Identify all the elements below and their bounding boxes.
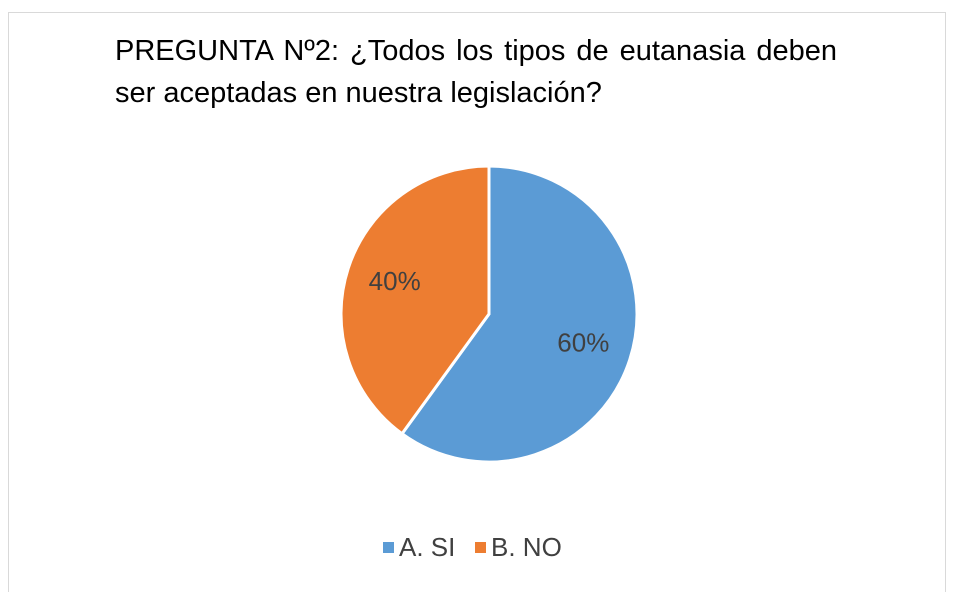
chart-title: PREGUNTA Nº2: ¿Todos los tipos de eutana… <box>115 35 837 109</box>
pie-slice <box>399 164 639 464</box>
chart-frame <box>8 12 946 592</box>
chart: 60% 40% A. SI B. NO <box>339 164 639 562</box>
legend-swatch <box>475 542 486 553</box>
pie-slice <box>339 164 491 436</box>
data-label: 40% <box>369 266 421 296</box>
legend-label: A. SI <box>399 532 455 562</box>
data-label: 60% <box>557 328 609 358</box>
legend-label: B. NO <box>491 532 562 562</box>
page: PREGUNTA Nº2: ¿Todos los tipos de eutana… <box>8 12 946 592</box>
legend-swatch <box>383 542 394 553</box>
